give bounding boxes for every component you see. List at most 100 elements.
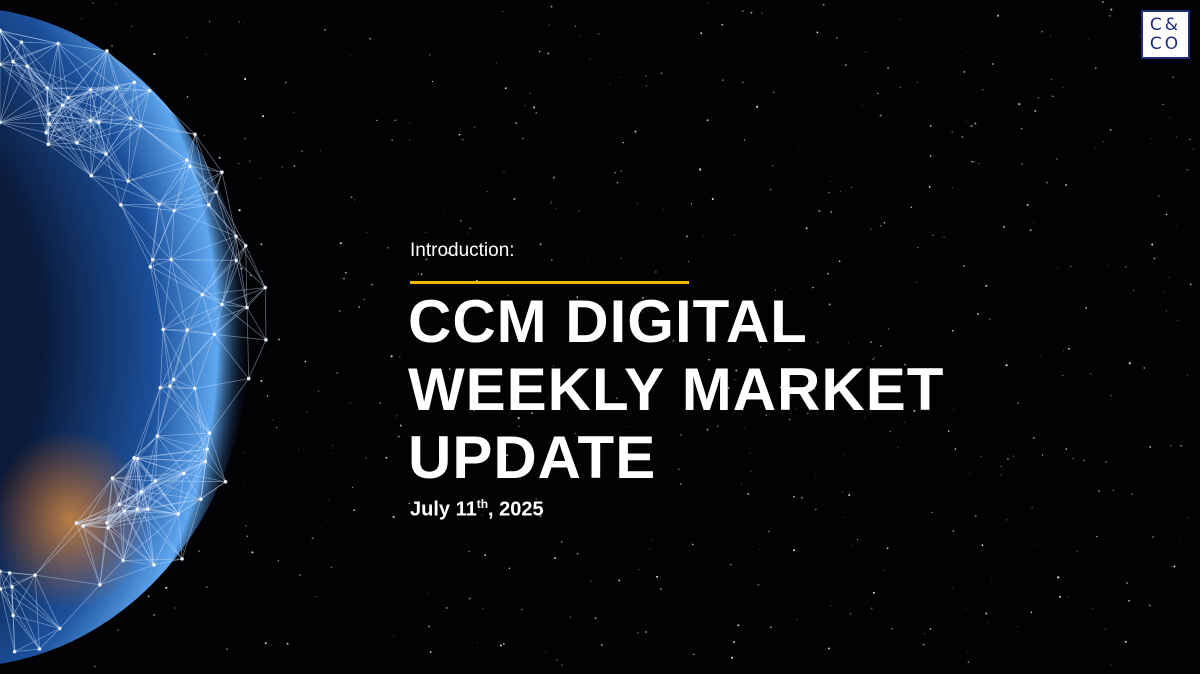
star [320,150,321,152]
network-line [120,203,160,206]
star [390,355,393,358]
star [1153,257,1156,260]
network-line [137,508,179,515]
network-line [221,260,237,305]
network-line [107,527,155,566]
network-line [83,510,125,527]
network-line [76,122,100,144]
star [1105,461,1107,463]
star [967,661,970,663]
network-line [106,509,138,524]
star [1104,541,1106,542]
network-line [90,122,100,176]
network-line [0,104,63,123]
network-line [169,329,188,387]
network-node [169,257,174,262]
network-line [214,287,266,335]
star [963,70,966,73]
network-line [134,457,206,463]
network-line [186,294,203,331]
star [641,296,644,299]
network-line [0,66,28,123]
network-line [245,245,248,308]
network-line [21,41,48,89]
network-line [150,266,203,296]
network-line [76,142,92,176]
star [293,112,295,114]
network-node [246,376,251,381]
star [379,402,381,404]
star [1082,459,1085,462]
star [529,92,531,95]
network-line [163,329,215,335]
network-line [46,43,59,89]
network-line [189,166,223,173]
star [342,277,345,280]
network-line [76,522,101,585]
network-line [120,204,175,211]
star [1098,490,1100,492]
star [354,199,356,201]
star [830,604,832,606]
star [260,379,263,382]
network-line [12,61,48,89]
star [971,160,973,163]
network-line [149,266,188,331]
network-line [45,132,107,155]
star [691,543,694,546]
star [606,214,607,216]
network-line [45,89,91,133]
star [645,85,648,87]
network-line [141,461,206,493]
star [1157,195,1160,198]
network-line [157,386,171,437]
star [589,58,591,60]
star [620,170,623,173]
network-line [105,153,129,182]
network-line [112,457,135,479]
network-line [12,615,15,652]
slide-date: July 11th, 2025 [410,497,544,522]
network-line [90,89,132,119]
star [690,203,693,205]
star [869,228,872,231]
star [815,477,817,479]
network-node [96,120,101,125]
star [1057,576,1060,579]
star [771,164,774,167]
star [260,243,263,246]
network-line [76,522,109,529]
star [598,33,600,35]
network-line [47,123,50,145]
network-line [0,122,50,125]
star [186,96,189,98]
star [1020,127,1023,130]
network-node [104,152,109,157]
star [1031,506,1033,509]
network-line [235,235,246,247]
network-line [116,81,135,89]
network-node [157,202,162,207]
star [1000,473,1003,476]
network-line [112,477,138,510]
star [486,190,488,192]
network-line [116,87,142,127]
star [446,607,448,609]
network-line [181,498,202,560]
network-node [11,613,16,618]
star [286,642,289,645]
network-line [106,478,113,523]
star [311,537,314,540]
star [578,35,580,37]
star [841,491,843,493]
network-line [11,586,61,629]
star [518,425,520,427]
star [560,664,563,666]
network-line [76,125,141,144]
star [828,303,831,306]
star [173,645,175,647]
network-line [119,503,148,510]
network-line [0,87,48,123]
star [880,345,882,347]
star [760,346,762,348]
